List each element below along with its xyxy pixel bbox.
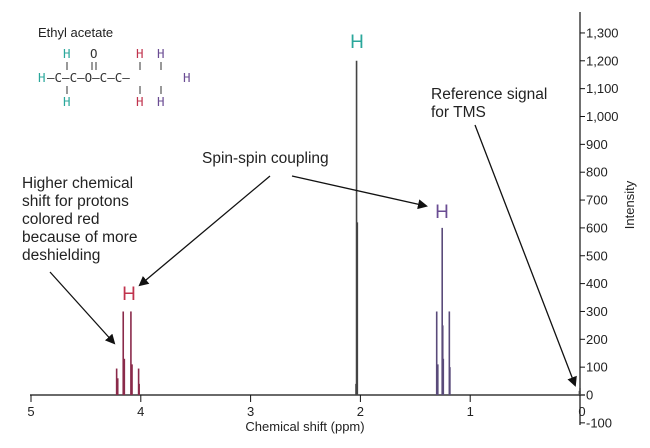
x-axis-title: Chemical shift (ppm) xyxy=(245,419,364,434)
atom-h: H xyxy=(63,46,71,61)
molecule-structure: Ethyl acetate H O H H H —C—C—O—C—C— H H … xyxy=(38,25,191,109)
atom-o: O xyxy=(90,46,98,61)
x-tick-label: 2 xyxy=(357,404,364,419)
arrow-reference xyxy=(474,124,577,387)
triplet-h-label: H xyxy=(435,202,449,223)
atom-h: H xyxy=(183,70,191,85)
x-tick-label: 5 xyxy=(27,404,34,419)
y-tick-label: 200 xyxy=(586,332,608,347)
x-axis-ticks: 5 4 3 2 1 0 xyxy=(27,395,586,419)
y-tick-label: 100 xyxy=(586,360,608,375)
y-tick-label: 900 xyxy=(586,137,608,152)
annotation-deshielding: Higher chemical shift for protons colore… xyxy=(22,175,137,264)
atom-h: H xyxy=(157,46,165,61)
carbon-chain: —C—C—O—C—C— xyxy=(47,70,130,85)
annotation-line: Higher chemical xyxy=(22,175,133,192)
x-tick-label: 0 xyxy=(578,404,585,419)
spectrum-peaks xyxy=(115,60,581,395)
atom-h: H xyxy=(157,94,165,109)
atom-h: H xyxy=(136,94,144,109)
arrow-coupling-right xyxy=(291,175,428,210)
y-axis-ticks: 1,300 1,200 1,100 1,000 900 800 700 600 500 400 30… xyxy=(580,25,619,430)
molecule-title: Ethyl acetate xyxy=(38,25,113,40)
arrow-coupling-left xyxy=(138,175,271,287)
y-tick-label: 1,000 xyxy=(586,109,619,124)
y-tick-label: 500 xyxy=(586,248,608,263)
arrow-deshielding xyxy=(49,271,116,345)
quartet-h-label: H xyxy=(122,284,136,305)
annotation-reference: Reference signal for TMS xyxy=(431,86,547,121)
x-tick-label: 4 xyxy=(137,404,144,419)
y-tick-label: 1,300 xyxy=(586,25,619,40)
annotation-line: shift for protons xyxy=(22,193,129,210)
y-tick-label: 600 xyxy=(586,220,608,235)
y-tick-label: 1,100 xyxy=(586,81,619,96)
y-tick-label: 1,200 xyxy=(586,53,619,68)
atom-h: H xyxy=(38,70,46,85)
annotation-line: colored red xyxy=(22,211,100,228)
y-tick-label: 800 xyxy=(586,165,608,180)
y-tick-label: 0 xyxy=(586,388,593,403)
y-tick-label: -100 xyxy=(586,415,612,430)
annotation-line: Reference signal xyxy=(431,86,547,103)
y-tick-label: 300 xyxy=(586,304,608,319)
singlet-h-label: H xyxy=(350,32,364,53)
annotation-line: deshielding xyxy=(22,247,100,264)
atom-h: H xyxy=(136,46,144,61)
atom-h: H xyxy=(63,94,71,109)
y-tick-label: 700 xyxy=(586,193,608,208)
annotation-line: Spin-spin coupling xyxy=(202,150,329,167)
x-tick-label: 1 xyxy=(467,404,474,419)
y-tick-label: 400 xyxy=(586,276,608,291)
annotation-line: because of more xyxy=(22,229,137,246)
annotation-coupling: Spin-spin coupling xyxy=(202,150,329,167)
x-tick-label: 3 xyxy=(247,404,254,419)
annotation-line: for TMS xyxy=(431,104,486,121)
y-axis-title: Intensity xyxy=(622,180,637,229)
